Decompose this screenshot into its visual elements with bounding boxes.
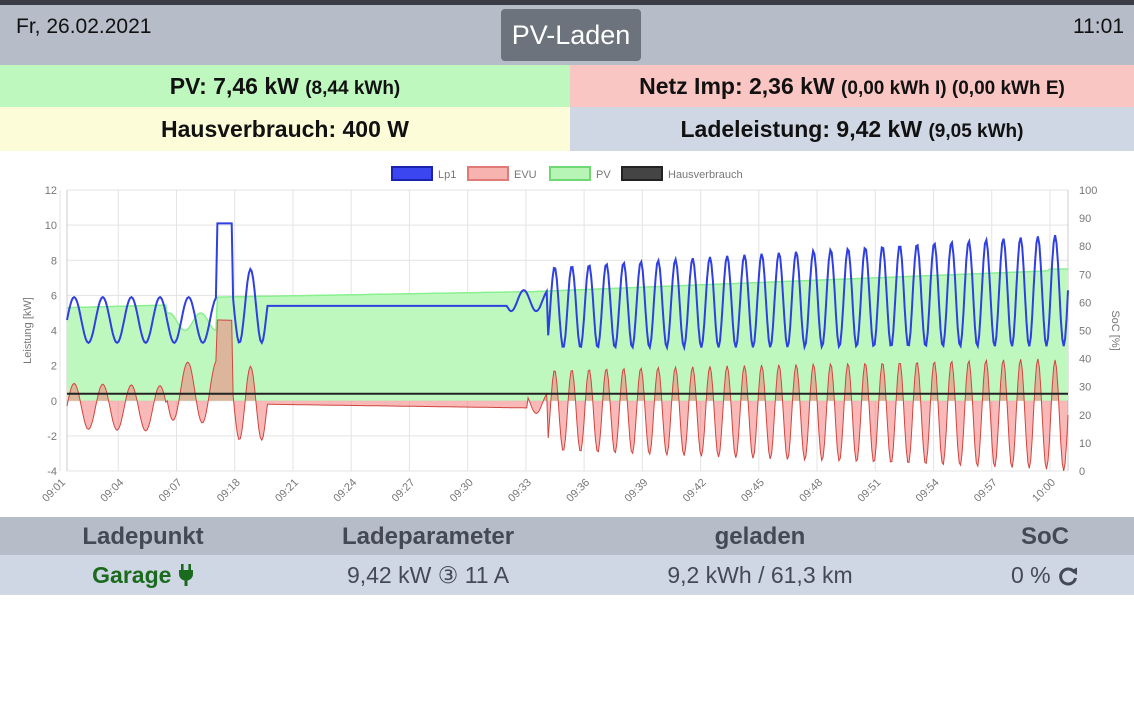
pv-power-value: PV: 7,46 kW [169, 73, 299, 99]
y2-tick-label: 10 [1079, 438, 1091, 450]
charge-energy-value: (9,05 kWh) [928, 121, 1024, 142]
x-tick-label: 09:36 [564, 477, 592, 505]
x-tick-label: 09:07 [157, 477, 185, 505]
legend-swatch [621, 166, 663, 181]
table-header-row: Ladepunkt Ladeparameter geladen SoC [0, 517, 1134, 555]
legend-swatch [467, 166, 509, 181]
y2-tick-label: 70 [1079, 269, 1091, 281]
top-strip [0, 0, 1134, 5]
y-tick-label: 4 [51, 326, 57, 338]
y-axis-title: Leistung [kW] [22, 297, 34, 364]
x-tick-label: 10:00 [1030, 477, 1058, 505]
grid-energy-value: (0,00 kWh I) (0,00 kWh E) [841, 78, 1065, 99]
charge-power-cell: Ladeleistung: 9,42 kW (9,05 kWh) [570, 107, 1134, 151]
legend-item: Lp1 [391, 166, 456, 181]
soc-value: 0 % [1010, 562, 1051, 588]
legend-item: PV [549, 166, 611, 181]
refresh-icon[interactable] [1057, 565, 1079, 587]
evu-area [67, 320, 1068, 471]
y-tick-label: 10 [45, 220, 57, 232]
pv-power-cell: PV: 7,46 kW (8,44 kWh) [0, 65, 570, 107]
evu-line [66, 319, 1069, 471]
header-bar: Fr, 26.02.2021 PV-Laden 11:01 [0, 5, 1134, 65]
y-tick-label: 0 [51, 396, 57, 408]
date-display: Fr, 26.02.2021 [16, 15, 152, 38]
x-tick-label: 09:18 [215, 477, 243, 505]
x-tick-label: 09:42 [681, 477, 709, 505]
y2-tick-label: 30 [1079, 382, 1091, 394]
y2-tick-label: 100 [1079, 185, 1097, 197]
header-geladen: geladen [714, 523, 806, 550]
charged-amount: 9,2 kWh / 61,3 km [667, 562, 853, 588]
x-tick-label: 09:27 [390, 477, 418, 505]
y2-tick-label: 90 [1079, 213, 1091, 225]
time-display: 11:01 [1073, 15, 1124, 38]
y-tick-label: 2 [51, 361, 57, 373]
x-tick-label: 09:45 [739, 477, 767, 505]
table-row[interactable]: Garage 9,42 kW ③ 11 A 9,2 kWh / 61,3 km … [0, 555, 1134, 595]
y2-tick-label: 0 [1079, 466, 1085, 478]
x-tick-label: 09:39 [623, 477, 651, 505]
x-tick-label: 09:01 [40, 477, 68, 505]
header-soc: SoC [1021, 523, 1069, 550]
x-tick-label: 09:30 [448, 477, 476, 505]
y-tick-label: 12 [45, 185, 57, 197]
legend-swatch [391, 166, 433, 181]
x-tick-label: 09:33 [506, 477, 534, 505]
y-tick-label: 6 [51, 290, 57, 302]
pv-energy-value: (8,44 kWh) [305, 78, 401, 99]
lp1-line [66, 222, 1069, 352]
grid-import-cell: Netz Imp: 2,36 kW (0,00 kWh I) (0,00 kWh… [570, 65, 1134, 107]
y2-tick-label: 50 [1079, 326, 1091, 338]
header-ladepunkt: Ladepunkt [82, 523, 204, 550]
x-tick-label: 09:24 [331, 477, 359, 505]
soc-cell: 0 % [975, 555, 1115, 595]
y2-tick-label: 20 [1079, 410, 1091, 422]
y2-tick-label: 80 [1079, 241, 1091, 253]
legend-swatch [549, 166, 591, 181]
chargepoint-name[interactable]: Garage [43, 555, 243, 595]
x-tick-label: 09:54 [914, 477, 942, 505]
x-tick-label: 09:48 [797, 477, 825, 505]
legend-label: PV [596, 169, 611, 181]
grid-import-value: Netz Imp: 2,36 kW [639, 73, 835, 99]
x-tick-label: 09:51 [855, 477, 883, 505]
y-tick-label: -2 [47, 431, 57, 443]
y-tick-label: 8 [51, 255, 57, 267]
charge-mode-button[interactable]: PV-Laden [501, 9, 641, 61]
x-tick-label: 09:04 [98, 477, 126, 505]
legend-label: Hausverbrauch [668, 169, 743, 181]
chargepoint-label: Garage [92, 562, 172, 588]
chargepoint-table: Ladepunkt Ladeparameter geladen SoC Gara… [0, 517, 1134, 595]
house-consumption-cell: Hausverbrauch: 400 W [0, 107, 570, 151]
legend-item: EVU [467, 166, 537, 181]
charge-power-value: Ladeleistung: 9,42 kW [680, 116, 923, 142]
legend-label: EVU [514, 169, 537, 181]
house-consumption-value: Hausverbrauch: 400 W [161, 116, 409, 142]
x-tick-label: 09:21 [273, 477, 301, 505]
charge-parameters: 9,42 kW ③ 11 A [346, 562, 510, 588]
plug-icon [178, 564, 193, 586]
y2-tick-label: 60 [1079, 297, 1091, 309]
y-tick-label: -4 [47, 466, 57, 478]
x-tick-label: 09:57 [972, 477, 1000, 505]
power-chart: 121086420-2-4100908070605040302010009:01… [22, 166, 1121, 505]
y2-tick-label: 40 [1079, 354, 1091, 366]
header-ladeparameter: Ladeparameter [341, 523, 515, 550]
legend-item: Hausverbrauch [621, 166, 743, 181]
y2-axis-title: SoC [%] [1109, 310, 1121, 350]
legend-label: Lp1 [438, 169, 456, 181]
